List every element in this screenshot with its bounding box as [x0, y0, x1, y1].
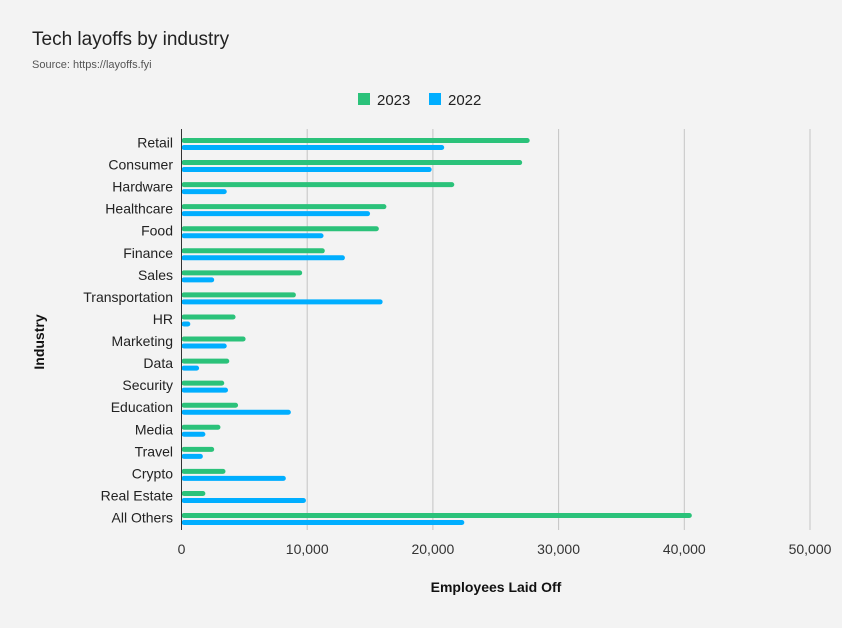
- y-tick-label: Crypto: [132, 465, 173, 481]
- y-tick-label: Transportation: [83, 289, 173, 305]
- bar-2023-data: [181, 358, 230, 364]
- bar-2023-media: [181, 424, 221, 430]
- y-tick-label: Travel: [135, 443, 173, 459]
- chart-subtitle: Source: https://layoffs.fyi: [32, 59, 152, 71]
- bar-2022-crypto: [181, 475, 286, 481]
- bar-2022-food: [181, 233, 324, 239]
- y-axis-title: Industry: [31, 314, 47, 369]
- x-tick-label: 50,000: [789, 541, 832, 557]
- legend-swatch-2022: [429, 93, 441, 105]
- y-tick-label: All Others: [112, 510, 173, 526]
- bar-2023-crypto: [181, 468, 226, 474]
- legend-swatch-2023: [358, 93, 370, 105]
- bar-2023-consumer: [181, 160, 523, 166]
- bar-2022-travel: [181, 453, 203, 459]
- bar-2022-marketing: [181, 343, 227, 349]
- y-tick-label: Media: [135, 421, 173, 437]
- x-axis-title: Employees Laid Off: [431, 579, 562, 595]
- bar-2023-security: [181, 380, 225, 386]
- bar-2023-retail: [181, 138, 530, 143]
- bar-2023-hr: [181, 314, 236, 320]
- bar-2023-sales: [181, 270, 303, 276]
- legend-label: 2023: [377, 92, 410, 109]
- legend-label: 2022: [448, 92, 481, 109]
- bar-2022-transportation: [181, 299, 383, 305]
- bar-2022-healthcare: [181, 211, 371, 217]
- bar-2022-sales: [181, 277, 215, 283]
- y-tick-label: Real Estate: [101, 487, 174, 503]
- bar-2022-consumer: [181, 167, 432, 173]
- bar-2022-security: [181, 387, 229, 393]
- bar-2023-healthcare: [181, 204, 387, 210]
- y-tick-label: Data: [143, 355, 173, 371]
- bar-2023-education: [181, 402, 239, 408]
- y-tick-label: Sales: [138, 267, 173, 283]
- y-tick-label: Retail: [137, 135, 173, 151]
- bar-2022-media: [181, 431, 206, 437]
- x-tick-label: 10,000: [286, 541, 329, 557]
- bar-2022-all-others: [181, 520, 465, 526]
- bar-2023-all-others: [181, 513, 692, 519]
- bar-2023-hardware: [181, 182, 455, 188]
- y-tick-label: Hardware: [112, 179, 173, 195]
- bar-2023-travel: [181, 446, 215, 452]
- y-tick-label: Consumer: [108, 157, 173, 173]
- y-tick-label: Finance: [123, 245, 173, 261]
- x-tick-label: 0: [178, 541, 186, 557]
- bar-2022-real-estate: [181, 497, 306, 503]
- bar-2022-data: [181, 365, 200, 371]
- bar-2023-marketing: [181, 336, 246, 342]
- y-tick-label: Security: [122, 377, 173, 393]
- x-tick-label: 20,000: [411, 541, 454, 557]
- bar-2022-hr: [181, 321, 191, 327]
- y-tick-label: Healthcare: [105, 201, 173, 217]
- bar-2022-hardware: [181, 189, 227, 195]
- chart-title: Tech layoffs by industry: [32, 29, 230, 50]
- x-tick-label: 30,000: [537, 541, 580, 557]
- bar-2023-transportation: [181, 292, 296, 298]
- bar-2023-finance: [181, 248, 325, 254]
- y-tick-label: Education: [111, 399, 173, 415]
- bar-2022-finance: [181, 255, 345, 261]
- bar-2022-retail: [181, 145, 445, 150]
- x-tick-label: 40,000: [663, 541, 706, 557]
- y-tick-label: HR: [153, 311, 173, 327]
- y-tick-label: Marketing: [112, 333, 173, 349]
- bar-2023-food: [181, 226, 379, 232]
- bar-2022-education: [181, 409, 291, 415]
- bar-2023-real-estate: [181, 490, 206, 496]
- y-tick-label: Food: [141, 223, 173, 239]
